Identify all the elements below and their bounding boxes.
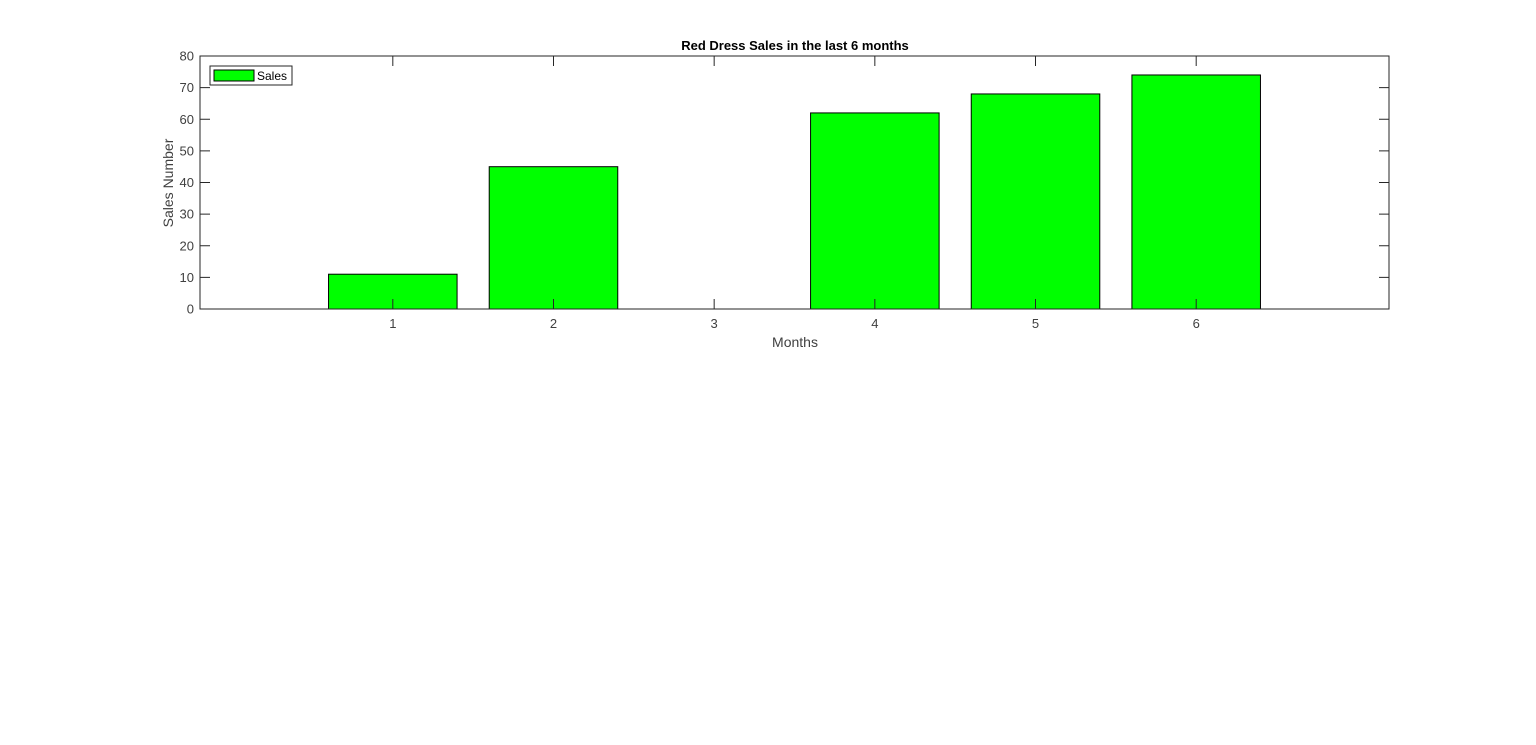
y-tick-label: 30 (180, 207, 194, 222)
legend-label-sales: Sales (257, 69, 287, 83)
bars-layer (328, 74, 1261, 310)
y-tick-label: 20 (180, 238, 194, 253)
y-tick-label: 70 (180, 80, 194, 95)
x-tick-label: 2 (550, 316, 557, 331)
bar-month-2 (488, 166, 619, 310)
y-tick-label: 0 (187, 302, 194, 317)
y-tick-label: 40 (180, 175, 194, 190)
y-axis-label: Sales Number (160, 138, 176, 227)
y-tick-label: 80 (180, 49, 194, 64)
x-axis-label: Months (772, 334, 818, 350)
y-tick-label: 50 (180, 143, 194, 158)
bar-month-4 (810, 112, 940, 310)
x-tick-label: 3 (711, 316, 718, 331)
y-tick-label: 10 (180, 270, 194, 285)
x-tick-label: 1 (389, 316, 396, 331)
legend: Sales (209, 65, 293, 86)
bar-month-6 (1131, 74, 1261, 310)
x-tick-label: 4 (871, 316, 878, 331)
bar-month-5 (970, 93, 1101, 310)
chart-title: Red Dress Sales in the last 6 months (681, 38, 909, 53)
x-tick-label: 6 (1193, 316, 1200, 331)
y-tick-label: 60 (180, 112, 194, 127)
x-tick-label: 5 (1032, 316, 1039, 331)
legend-swatch (213, 69, 255, 82)
